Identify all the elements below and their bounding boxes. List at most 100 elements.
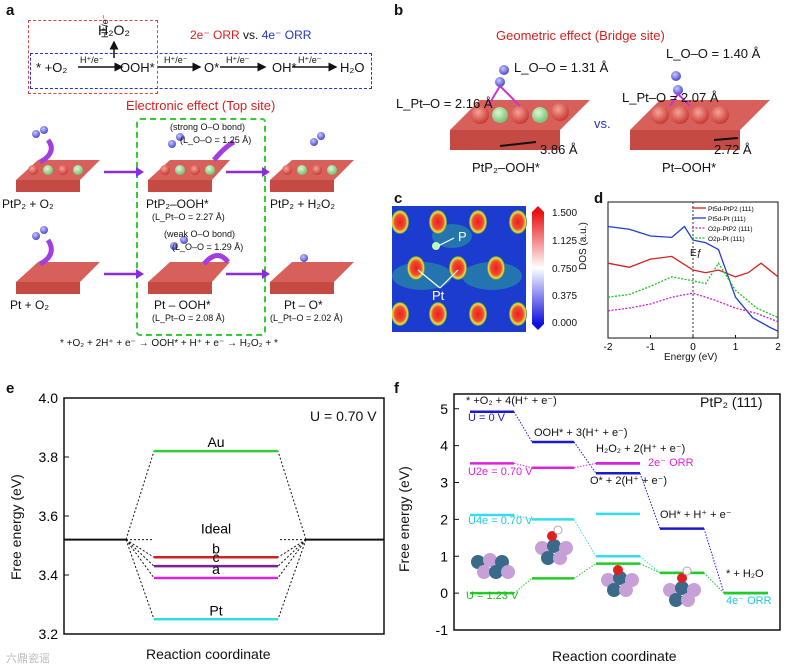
- slab-ptp2-bridge: [450, 65, 590, 150]
- f-ytick-label: 5: [440, 401, 448, 417]
- panel-b-slabs: [450, 65, 770, 150]
- f-ytick-label: 1: [440, 548, 448, 564]
- ooh-label: OOH*: [120, 60, 155, 75]
- e-connector: [277, 539, 307, 579]
- cbar-tick-4: 0.375: [552, 291, 578, 302]
- panel-e-ylabel: Free energy (eV): [8, 474, 24, 580]
- panel-label-e: e: [6, 380, 15, 397]
- f-connector: [573, 462, 597, 469]
- row1-state-2: PtP₂–OOH*: [146, 197, 209, 211]
- row2-bond: (L_O–O = 1.29 Å): [172, 242, 244, 252]
- h2o2-label: H₂O₂: [98, 22, 130, 38]
- e-level-label: Ideal: [201, 521, 231, 537]
- f-connector: [703, 528, 725, 594]
- dos-legend-label: Pt5d-Pt (111): [708, 216, 746, 223]
- panel-f-ylabel: Free energy (eV): [396, 466, 412, 572]
- energy-levels-chart: 3.2 3.4 3.6 3.8 4.0 Au Ideal bca Pt: [39, 390, 385, 642]
- reaction-equation: * +O₂ + 2H⁺ + e⁻ → OOH* + H⁺ + e⁻ → H₂O₂…: [60, 338, 278, 349]
- step-label-2: H⁺/e⁻: [164, 55, 188, 65]
- panel-a-slabs: [16, 126, 354, 294]
- panel-label-d: d: [594, 190, 604, 207]
- panel-label-c: c: [394, 190, 403, 207]
- e-level-label: a: [212, 561, 220, 577]
- step-label-1: H⁺/e⁻: [80, 55, 104, 65]
- dist-right: 2.72 Å: [714, 142, 752, 157]
- dos-xtick-label: 0: [690, 342, 696, 353]
- slab-ptp2-1: [16, 160, 100, 192]
- step-label-vertical: H⁺/e⁻: [100, 14, 110, 38]
- lpt-o-right: L_Pt–O = 2.07 Å: [622, 90, 719, 105]
- panel-label-b: b: [394, 2, 404, 19]
- e-connector: [277, 539, 307, 558]
- annot-u0: U = 0 V: [468, 412, 505, 424]
- scheme-4e-box: [30, 53, 372, 89]
- f-ytick-label: 0: [440, 585, 448, 601]
- step-label-f-2: OOH* + 3(H⁺ + e⁻): [534, 427, 628, 439]
- f-connector: [573, 563, 597, 579]
- f-connector: [639, 555, 661, 574]
- step-label-3: H⁺/e⁻: [226, 55, 250, 65]
- panel-e-title: U = 0.70 V: [310, 408, 377, 424]
- e-ytick-label: 3.8: [39, 449, 59, 465]
- slab-ptp2-2: [148, 133, 230, 192]
- orr-title: 2e⁻ ORR vs. 4e⁻ ORR: [190, 28, 312, 42]
- e-connector: [125, 539, 155, 620]
- dos-xlabel: Energy (eV): [664, 352, 718, 363]
- row1-state-3: PtP₂ + H₂O₂: [270, 197, 335, 211]
- name-left: PtP₂–OOH*: [472, 160, 540, 175]
- dos-xtick-label: -2: [604, 342, 613, 353]
- h2o-label: H₂O: [340, 60, 365, 75]
- dos-series-2: [607, 225, 779, 332]
- row1-state-1: PtP₂ + O₂: [2, 197, 54, 211]
- row2-state-1: Pt + O₂: [10, 298, 50, 312]
- row2-note: (weak O–O bond): [164, 229, 236, 239]
- e-connector: [277, 539, 307, 567]
- panel-f-title: PtP₂ (111): [700, 394, 763, 410]
- f-ytick-label: 4: [440, 438, 448, 454]
- e-connector: [125, 539, 155, 558]
- dos-legend-label: Pt5d-PtP2 (111): [708, 206, 754, 213]
- panel-label-f: f: [394, 380, 399, 397]
- panel-label-a: a: [6, 2, 15, 19]
- f-connector: [573, 441, 597, 474]
- panel-e-xlabel: Reaction coordinate: [146, 646, 271, 662]
- label-p: P: [458, 229, 467, 244]
- panel-f-xlabel: Reaction coordinate: [552, 648, 677, 664]
- e-level-label: c: [213, 549, 220, 565]
- o-label: O*: [204, 60, 220, 75]
- panel-f-frame: [453, 393, 781, 631]
- f-ytick-label: -1: [436, 622, 449, 638]
- f-connector: [639, 473, 661, 529]
- slab-ptp2-3: [270, 132, 354, 192]
- watermark: 六鼎瓷谣: [6, 653, 50, 665]
- row1-bond: (L_O–O = 1.25 Å): [180, 135, 252, 145]
- row1-note: (strong O–O bond): [170, 122, 246, 132]
- row2-ptlen: (L_Pt–O = 2.08 Å): [152, 313, 225, 323]
- slab-pt-3: [270, 254, 354, 294]
- row2-ptlen-3: (L_Pt–O = 2.02 Å): [270, 313, 343, 323]
- slab-pt-2: [148, 236, 230, 294]
- annot-u123: U = 1.23 V: [466, 590, 519, 602]
- lo-o-right: L_O–O = 1.40 Å: [666, 46, 761, 61]
- e-connector: [277, 539, 307, 620]
- lpt-o-left: L_Pt–O = 2.16 Å: [396, 96, 493, 111]
- e-connector: [125, 450, 155, 540]
- f-connector: [573, 519, 597, 557]
- row1-ptlen: (L_Pt–O = 2.27 Å): [152, 212, 225, 222]
- dos-xtick-label: 1: [733, 342, 739, 353]
- slab-pt-1: [16, 262, 100, 294]
- dos-xtick-label: 2: [775, 342, 781, 353]
- e-ytick-label: 4.0: [39, 390, 59, 406]
- f-connector: [513, 514, 533, 520]
- e-ytick-label: 3.2: [39, 626, 59, 642]
- highlight-box: [136, 118, 266, 336]
- step-label-f-1: * +O₂ + 4(H⁺ + e⁻): [466, 395, 557, 407]
- f-connector: [513, 462, 533, 469]
- scheme-2e-box: [28, 20, 158, 94]
- dos-ylabel: DOS (a.u.): [578, 222, 589, 270]
- e-level-label: Pt: [209, 602, 222, 618]
- cbar-tick-1: 1.500: [552, 208, 578, 219]
- annot-orr2e: 2e⁻ ORR: [648, 457, 694, 469]
- orr-scheme-arrows: [78, 40, 338, 72]
- label-pt: Pt: [432, 288, 445, 303]
